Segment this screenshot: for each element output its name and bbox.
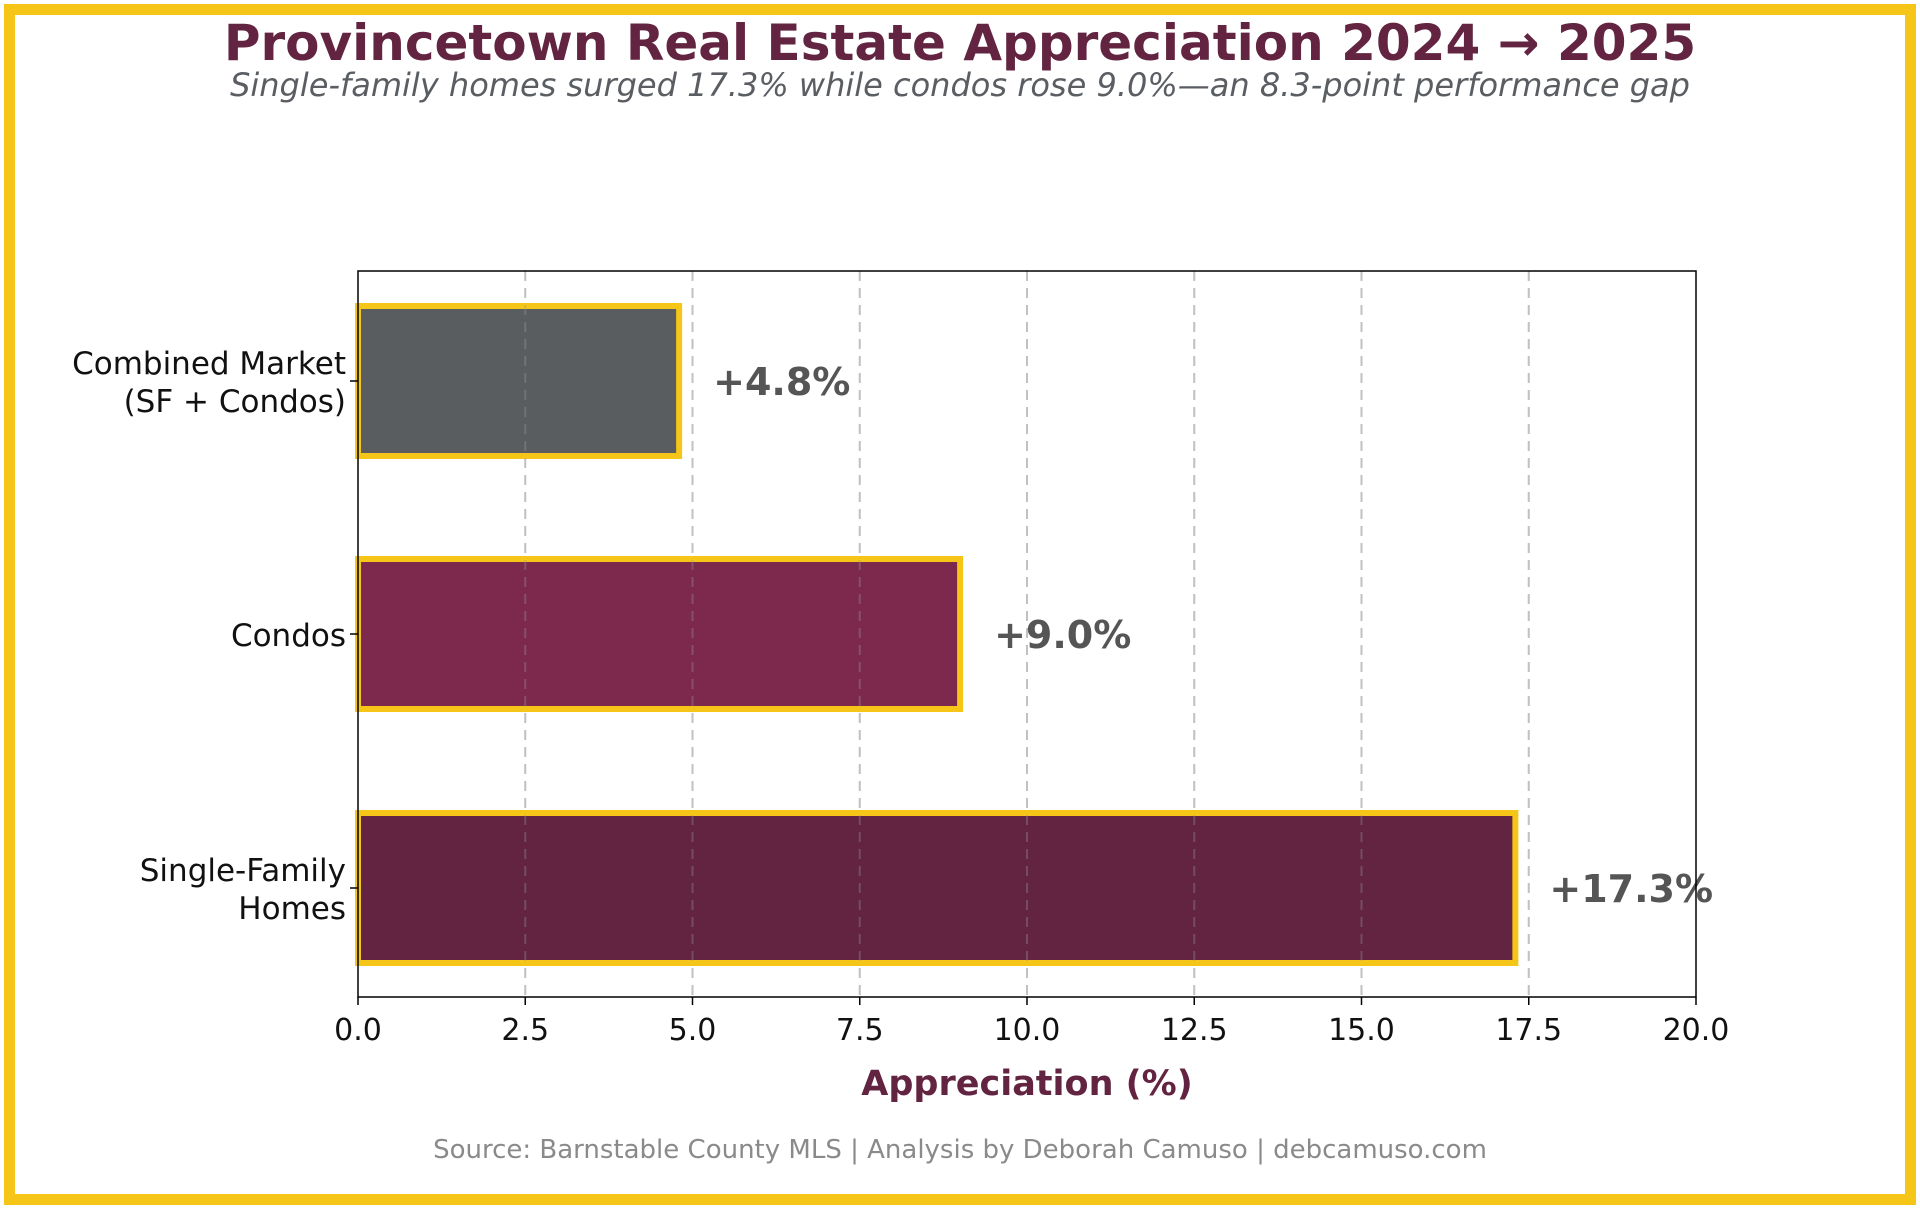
chart-title: Provincetown Real Estate Appreciation 20… (223, 14, 1697, 72)
x-tick-label: 7.5 (836, 1013, 884, 1048)
data-label: +17.3% (1549, 867, 1713, 911)
data-label: +4.8% (713, 360, 850, 404)
x-tick-label: 5.0 (669, 1013, 717, 1048)
bar (355, 810, 1519, 966)
y-tick-label: Homes (238, 891, 346, 927)
x-tick-label: 12.5 (1161, 1013, 1228, 1048)
bar (355, 556, 964, 712)
y-tick-label: Combined Market (72, 346, 346, 382)
y-tick-label: Condos (231, 618, 346, 654)
x-axis-label: Appreciation (%) (861, 1064, 1193, 1104)
source-note: Source: Barnstable County MLS | Analysis… (433, 1135, 1487, 1165)
bar (355, 303, 683, 459)
x-tick-label: 2.5 (501, 1013, 549, 1048)
x-tick-label: 15.0 (1328, 1013, 1395, 1048)
data-label: +9.0% (994, 613, 1131, 657)
x-tick-label: 20.0 (1663, 1013, 1730, 1048)
chart-subtitle: Single-family homes surged 17.3% while c… (230, 66, 1690, 104)
y-tick-label: Single-Family (140, 853, 346, 889)
x-tick-label: 0.0 (334, 1013, 382, 1048)
x-tick-label: 10.0 (994, 1013, 1061, 1048)
y-tick-label: (SF + Condos) (124, 384, 346, 420)
x-tick-label: 17.5 (1495, 1013, 1562, 1048)
